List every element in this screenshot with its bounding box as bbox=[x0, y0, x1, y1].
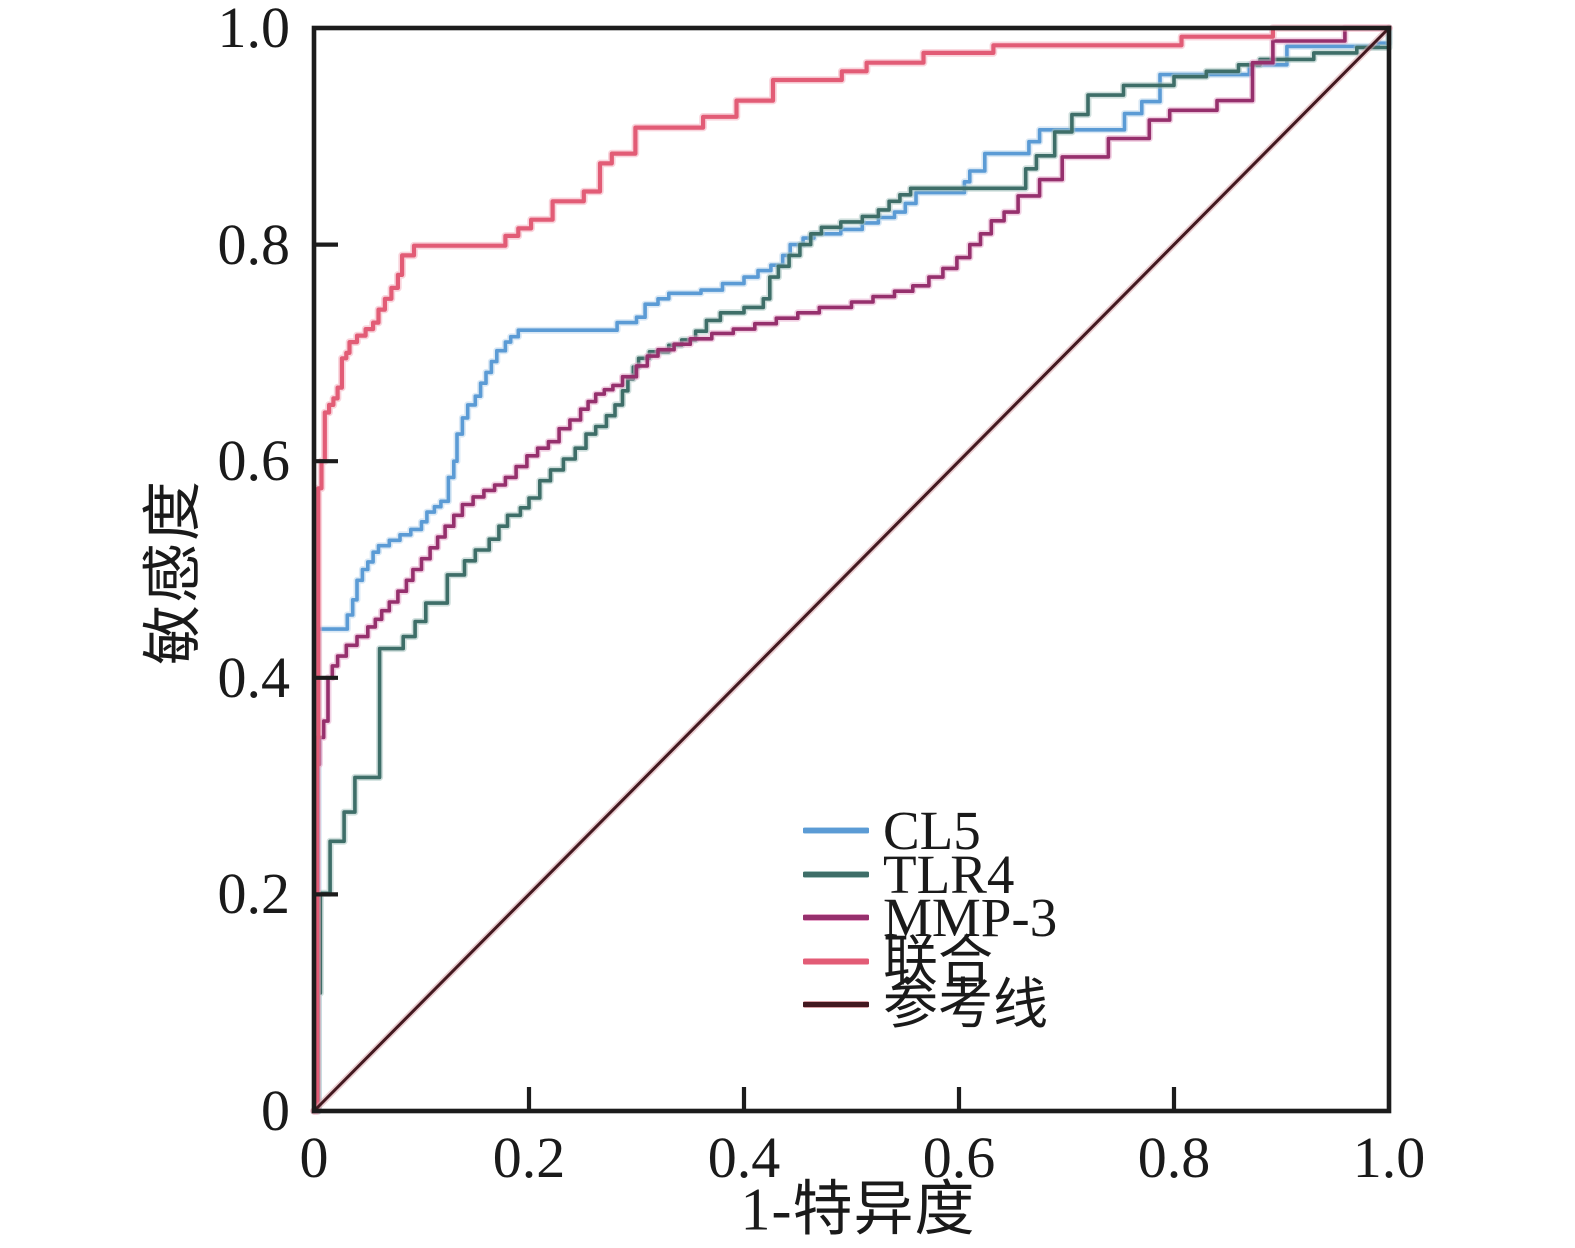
x-tick-label-1.0: 1.0 bbox=[1352, 1125, 1426, 1190]
legend-label-MMP-3: MMP-3 bbox=[883, 887, 1058, 949]
legend-row-MMP-3: MMP-3 bbox=[803, 890, 1057, 945]
curve-CL5 bbox=[314, 28, 1391, 1113]
x-axis-title: 1-特异度 bbox=[740, 1176, 976, 1243]
curve-参考线 bbox=[312, 26, 1391, 1113]
x-tick-label-0.6: 0.6 bbox=[922, 1125, 996, 1190]
y-tick-label-0.2: 0.2 bbox=[217, 861, 291, 927]
x-tick-label-0.8: 0.8 bbox=[1137, 1125, 1211, 1190]
legend-row-CL5: CL5 bbox=[803, 803, 1057, 858]
legend-swatch-TLR4 bbox=[803, 870, 869, 878]
legend-label-参考线: 参考线 bbox=[883, 974, 1049, 1036]
curve-联合 bbox=[314, 25, 1389, 1114]
x-tick-label-0.4: 0.4 bbox=[707, 1125, 781, 1190]
legend-label-CL5: CL5 bbox=[883, 800, 981, 862]
x-tick-label-0: 0 bbox=[299, 1125, 329, 1190]
legend-row-参考线: 参考线 bbox=[803, 977, 1057, 1032]
y-tick-label-0: 0 bbox=[261, 1078, 290, 1144]
legend-swatch-CL5 bbox=[803, 827, 869, 835]
legend-label-联合: 联合 bbox=[883, 930, 994, 992]
legend-swatch-MMP-3 bbox=[803, 914, 869, 922]
plot-frame bbox=[311, 25, 1392, 1114]
y-axis-title: 敏感度 bbox=[140, 479, 207, 665]
legend-row-TLR4: TLR4 bbox=[803, 847, 1057, 902]
roc-legend: CL5 TLR4 MMP-3 联合 参考线 bbox=[803, 803, 1057, 1032]
legend-swatch-参考线 bbox=[803, 1001, 869, 1009]
legend-label-TLR4: TLR4 bbox=[883, 843, 1015, 905]
x-tick-label-0.2: 0.2 bbox=[492, 1125, 566, 1190]
curve-MMP-3 bbox=[314, 26, 1389, 1113]
legend-swatch-联合 bbox=[803, 957, 869, 965]
legend-row-联合: 联合 bbox=[803, 934, 1057, 989]
y-tick-label-0.6: 0.6 bbox=[217, 428, 291, 494]
y-tick-label-1.0: 1.0 bbox=[217, 0, 291, 61]
y-tick-label-0.8: 0.8 bbox=[217, 211, 291, 277]
y-tick-label-0.4: 0.4 bbox=[217, 644, 291, 710]
